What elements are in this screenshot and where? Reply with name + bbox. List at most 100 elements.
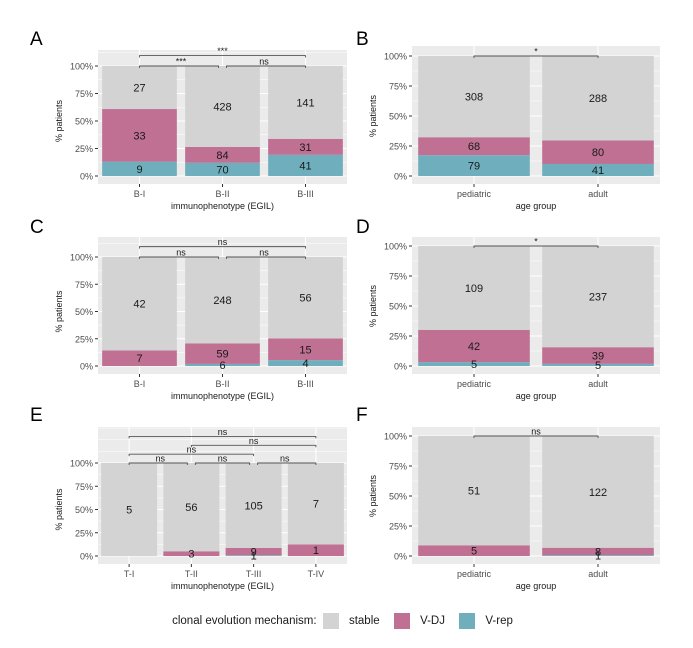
- x-tick-label-d: adult: [588, 379, 608, 389]
- significance-label-a: ***: [217, 46, 228, 56]
- bar-segment-v-dj-f: [542, 547, 654, 556]
- y-tick-label-d: 75%: [389, 272, 407, 282]
- data-label-v-rep-e: 1: [251, 551, 257, 563]
- bar-segment-stable-e: [163, 463, 220, 552]
- data-label-stable-a: 27: [133, 83, 145, 95]
- bar-segment-stable-f: [418, 436, 530, 546]
- bar-segment-v-dj-c: [185, 343, 260, 364]
- legend: clonal evolution mechanism: stable V-DJ …: [0, 612, 693, 630]
- bar-segment-v-dj-e: [225, 547, 282, 556]
- bar-segment-v-dj-c: [268, 338, 343, 361]
- significance-label-c: ns: [218, 237, 228, 247]
- data-label-stable-b: 308: [465, 92, 483, 104]
- data-label-v-dj-c: 59: [216, 349, 228, 361]
- data-label-v-dj-c: 7: [136, 353, 142, 365]
- bar-segment-v-dj-b: [418, 137, 530, 156]
- significance-label-e: ns: [218, 427, 228, 437]
- bar-segment-stable-b: [418, 56, 530, 138]
- x-axis-title-d: age group: [516, 391, 557, 401]
- figure-canvas: A0%25%50%75%100%% patients93327B-I708442…: [30, 29, 660, 591]
- y-tick-label-e: 0%: [80, 552, 93, 562]
- x-tick-label-b: pediatric: [457, 189, 492, 199]
- bar-segment-v-rep-b: [418, 155, 530, 176]
- x-axis-title-b: age group: [516, 201, 557, 211]
- bar-segment-stable-c: [185, 257, 260, 344]
- bar-segment-v-rep-e: [225, 555, 282, 556]
- y-axis-title-e: % patients: [54, 488, 64, 531]
- bar-segment-stable-a: [268, 66, 343, 139]
- x-tick-label-c: B-III: [297, 379, 314, 389]
- data-label-stable-f: 51: [468, 486, 480, 498]
- y-tick-label-b: 25%: [389, 142, 407, 152]
- y-tick-label-f: 100%: [384, 432, 407, 442]
- data-label-stable-a: 141: [296, 97, 314, 109]
- bar-segment-stable-a: [102, 66, 177, 110]
- significance-bracket-e: [190, 444, 317, 448]
- significance-label-d: *: [534, 237, 538, 247]
- y-tick-label-f: 25%: [389, 522, 407, 532]
- y-tick-label-d: 100%: [384, 242, 407, 252]
- data-label-v-rep-a: 70: [216, 164, 228, 176]
- bar-segment-stable-e: [101, 463, 158, 556]
- data-label-v-dj-b: 68: [468, 141, 480, 153]
- x-tick-label-a: B-I: [134, 189, 146, 199]
- significance-label-e: ns: [280, 454, 290, 464]
- legend-label-v-dj: V-DJ: [420, 615, 445, 627]
- y-tick-label-c: 100%: [70, 253, 93, 263]
- data-label-v-rep-d: 5: [595, 360, 601, 372]
- bar-segment-stable-d: [542, 246, 654, 348]
- bar-segment-v-rep-c: [268, 360, 343, 366]
- data-label-stable-e: 105: [244, 500, 262, 512]
- y-axis-title-f: % patients: [368, 474, 378, 517]
- legend-swatch-v-dj: [392, 612, 411, 630]
- data-label-stable-e: 5: [126, 505, 132, 517]
- data-label-v-rep-a: 41: [299, 160, 311, 172]
- y-tick-label-f: 75%: [389, 462, 407, 472]
- bar-segment-v-dj-a: [268, 138, 343, 155]
- data-label-v-dj-f: 8: [595, 546, 601, 558]
- bar-segment-stable-e: [225, 463, 282, 548]
- significance-bracket-c: [139, 246, 306, 249]
- x-axis-title-e: immunophenotype (EGIL): [171, 581, 274, 591]
- data-label-stable-a: 428: [213, 101, 231, 113]
- data-label-stable-c: 42: [133, 299, 145, 311]
- significance-label-e: ns: [155, 454, 165, 464]
- legend-swatch-v-rep: [458, 612, 477, 630]
- bar-segment-v-rep-d: [542, 363, 654, 366]
- bar-segment-v-dj-c: [102, 350, 177, 366]
- data-label-v-dj-d: 42: [468, 341, 480, 353]
- significance-bracket-a: [226, 65, 306, 68]
- data-label-v-dj-e: 1: [313, 545, 319, 557]
- y-axis-title-c: % patients: [54, 290, 64, 333]
- data-label-v-rep-c: 6: [219, 360, 225, 372]
- bar-segment-stable-e: [287, 463, 344, 545]
- y-axis-title-a: % patients: [54, 99, 64, 142]
- y-tick-label-a: 0%: [80, 172, 93, 182]
- data-label-v-dj-a: 33: [133, 130, 145, 142]
- data-label-stable-c: 56: [299, 293, 311, 305]
- bar-segment-v-dj-b: [542, 140, 654, 164]
- bar-segment-v-dj-f: [418, 545, 530, 556]
- bar-segment-v-rep-a: [102, 161, 177, 176]
- bar-segment-v-dj-e: [287, 544, 344, 556]
- panel-tag-e: E: [30, 405, 43, 426]
- bar-segment-stable-b: [542, 56, 654, 141]
- x-tick-label-e: T-I: [124, 569, 135, 579]
- significance-bracket-e: [257, 462, 317, 465]
- x-tick-label-c: B-I: [134, 379, 146, 389]
- y-tick-label-f: 0%: [394, 552, 407, 562]
- bar-segment-stable-c: [268, 257, 343, 339]
- significance-bracket-b: [473, 55, 599, 58]
- data-label-v-dj-a: 31: [299, 142, 311, 154]
- bar-segment-stable-d: [418, 246, 530, 330]
- y-tick-label-a: 50%: [75, 117, 93, 127]
- significance-label-e: ns: [218, 454, 228, 464]
- data-label-v-dj-e: 3: [188, 549, 194, 561]
- data-label-stable-e: 7: [313, 499, 319, 511]
- x-tick-label-a: B-II: [215, 189, 229, 199]
- legend-label-v-rep: V-rep: [485, 615, 513, 627]
- x-tick-label-a: B-III: [297, 189, 314, 199]
- data-label-v-dj-f: 5: [471, 546, 477, 558]
- x-tick-label-f: pediatric: [457, 569, 492, 579]
- data-label-stable-e: 56: [185, 502, 197, 514]
